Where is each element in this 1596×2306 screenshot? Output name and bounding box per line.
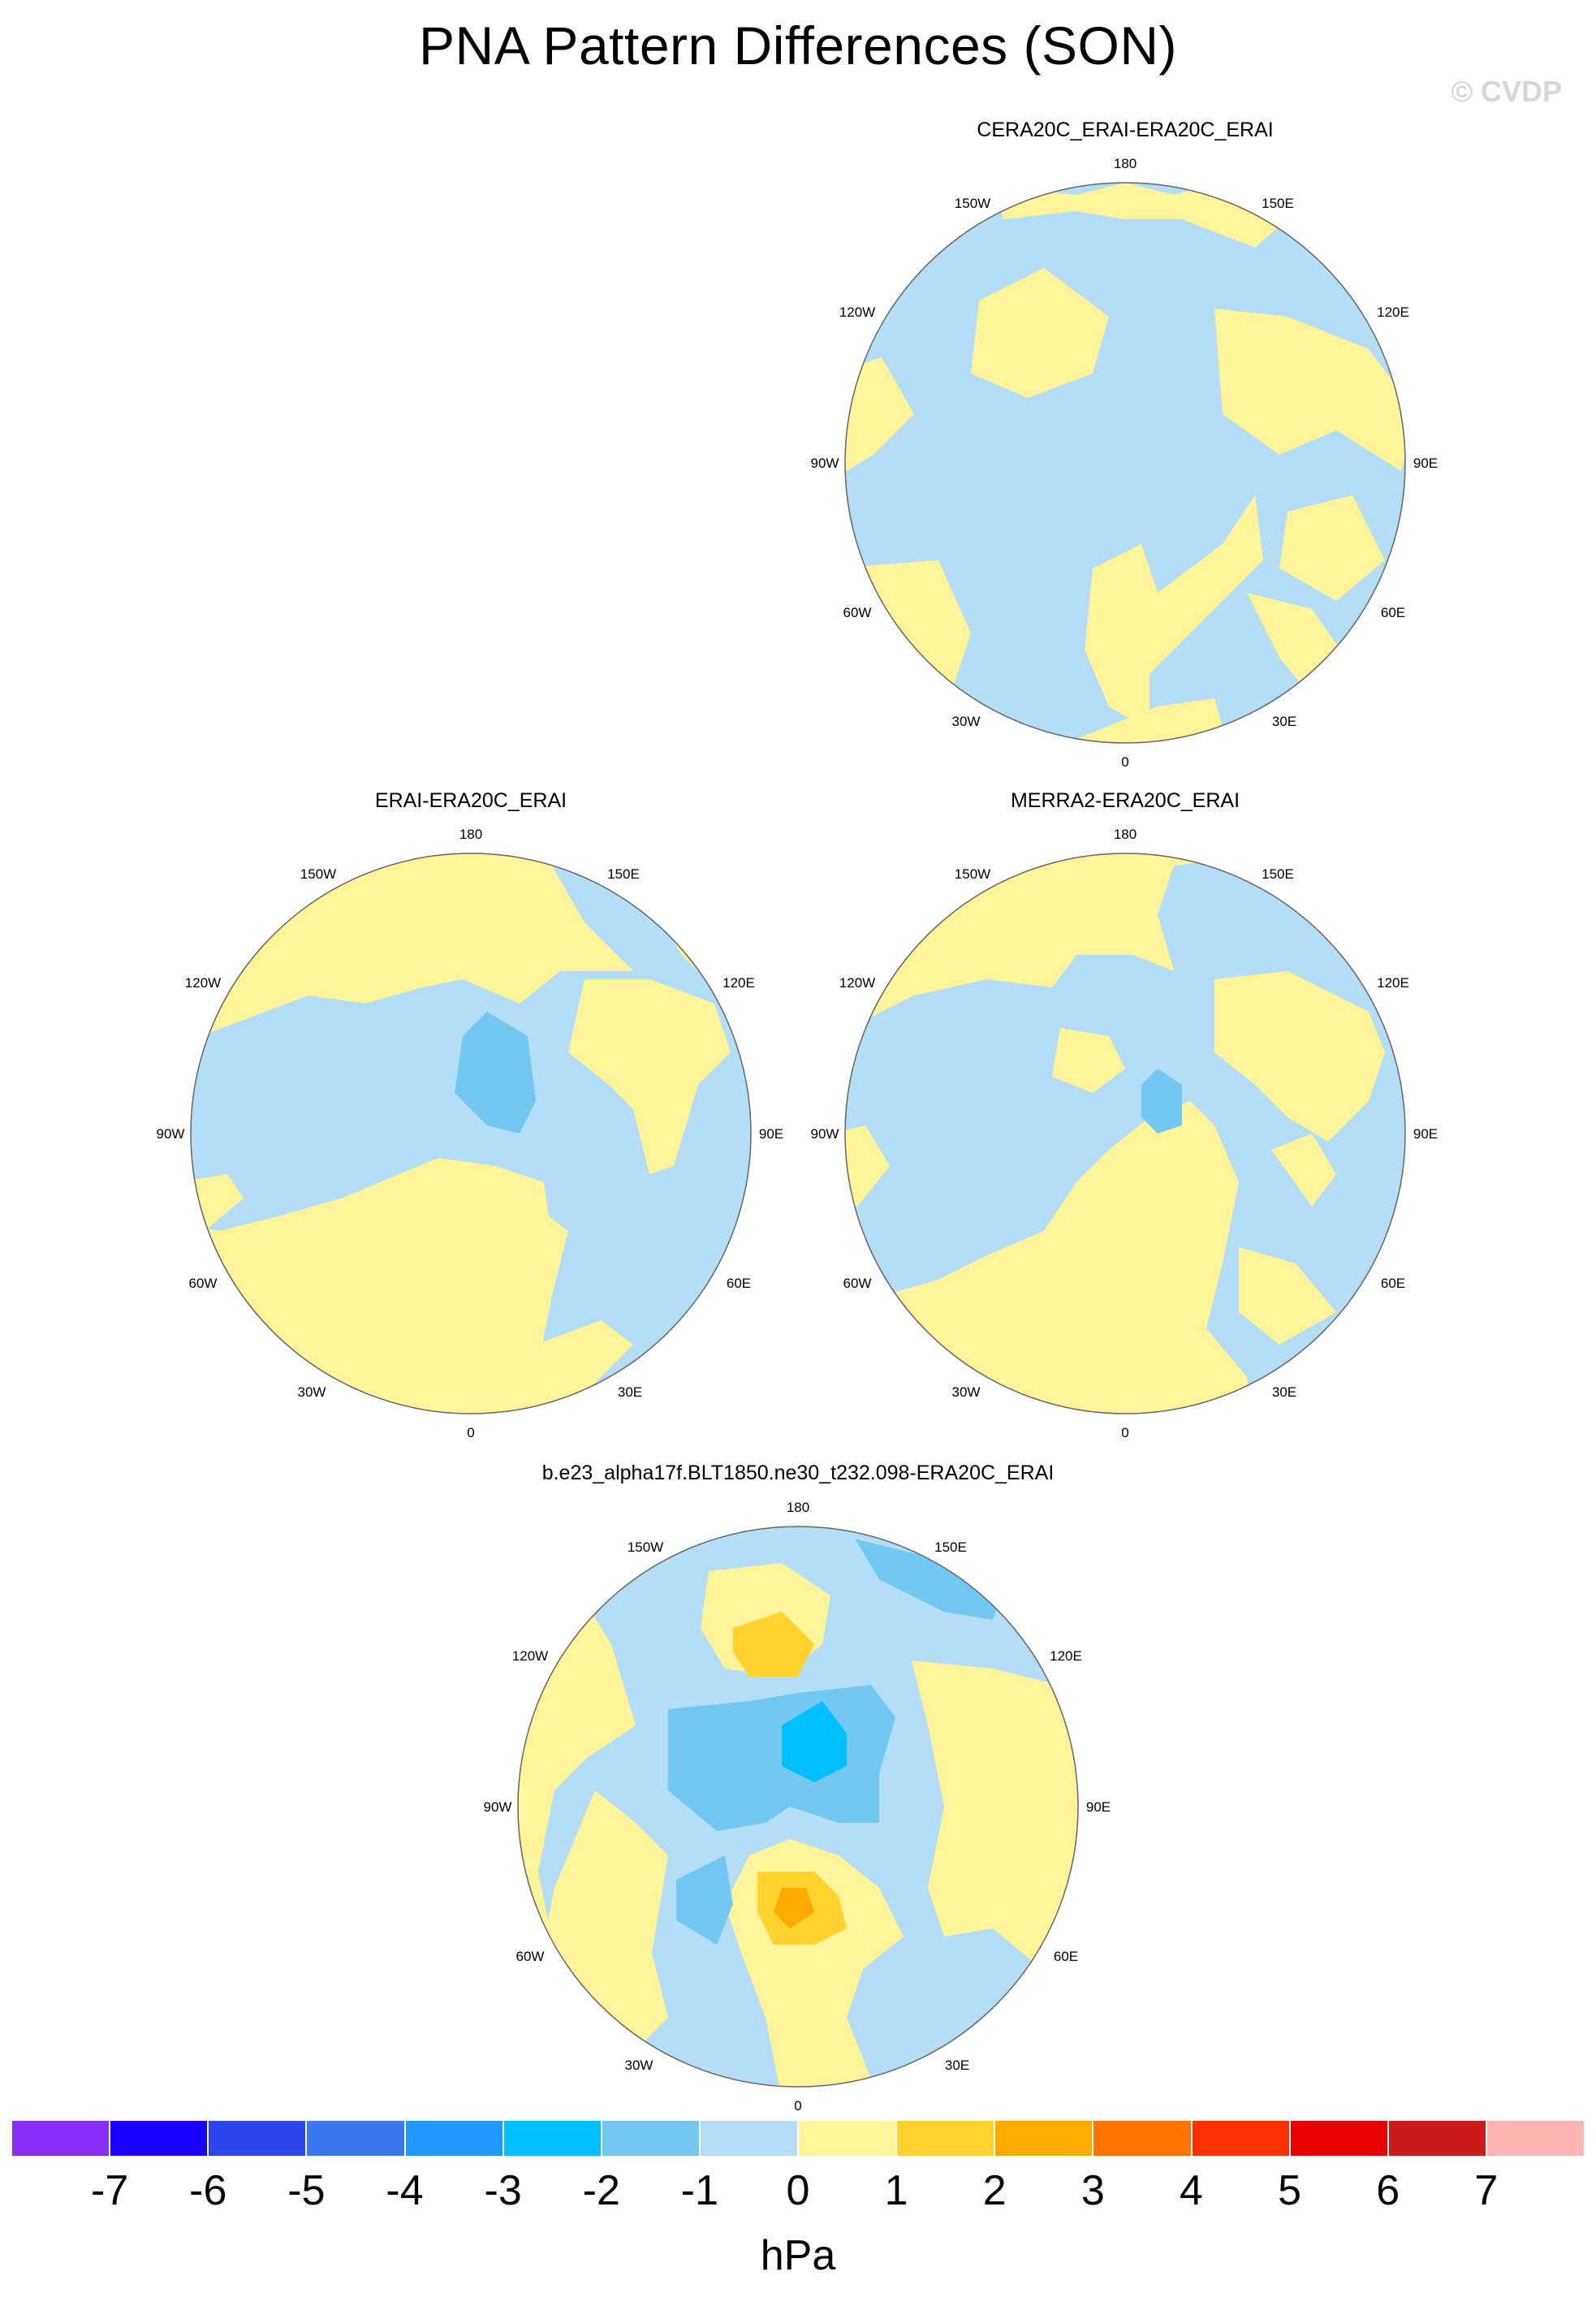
watermark: © CVDP (1451, 75, 1562, 108)
lon-label: 180 (459, 827, 482, 842)
lon-label: 0 (794, 2098, 801, 2114)
lon-label: 60W (516, 1949, 545, 1964)
lon-label: 0 (1121, 1425, 1128, 1440)
lon-label: 30E (618, 1384, 642, 1400)
lon-label: 150E (934, 1539, 967, 1555)
longitude-labels: 180 150E 120E 90E 60E 30E 0 30W 60W 90W … (811, 827, 1439, 1440)
colorbar-swatch (306, 2120, 405, 2157)
longitude-labels: 180 150E 120E 90E 60E 30E 0 30W 60W 90W … (484, 1500, 1111, 2114)
lon-label: 150W (300, 866, 336, 882)
lon-label: 90W (157, 1126, 185, 1142)
lon-label: 120W (839, 975, 875, 991)
colorbar-swatch (208, 2120, 307, 2157)
colorbar-tick-label: -3 (484, 2167, 522, 2214)
colorbar-tick-label: 0 (786, 2167, 810, 2214)
colorbar-tick-label: 4 (1180, 2167, 1203, 2214)
lon-label: 90E (1413, 456, 1438, 471)
colorbar-tick-label: -6 (189, 2167, 227, 2214)
panel-title-model: b.e23_alpha17f.BLT1850.ne30_t232.098-ERA… (541, 1462, 1055, 1484)
lon-label: 30E (1272, 714, 1296, 729)
map-erai: 180 150E 120E 90E 60E 30E 0 30W 60W 90W … (157, 827, 784, 1440)
lon-label: 30E (1272, 1384, 1296, 1400)
longitude-labels: 180 150E 120E 90E 60E 30E 0 30W 60W 90W … (157, 827, 784, 1440)
lon-label: 120E (1377, 975, 1409, 991)
colorbar-swatch (503, 2120, 602, 2157)
colorbar-swatch (1093, 2120, 1192, 2157)
lon-label: 30W (298, 1384, 326, 1400)
colorbar-swatch (404, 2120, 503, 2157)
lon-label: 90W (484, 1799, 512, 1815)
colorbar-tick-label: 7 (1474, 2167, 1499, 2214)
colorbar-tick-label: -1 (680, 2167, 718, 2214)
colorbar-tick-label: 3 (1081, 2167, 1105, 2214)
colorbar-swatch (699, 2120, 798, 2157)
lon-label: 0 (467, 1425, 474, 1440)
colorbar-tick-label: -5 (287, 2167, 326, 2214)
lon-label: 90E (759, 1126, 783, 1142)
lon-label: 60E (1054, 1949, 1078, 1964)
figure-title: PNA Pattern Differences (SON) (419, 15, 1177, 76)
lon-label: 30W (952, 714, 981, 729)
lon-label: 90E (1413, 1126, 1438, 1142)
lon-label: 30W (625, 2058, 653, 2073)
colorbar-tick-label: 6 (1376, 2167, 1400, 2214)
lon-label: 90W (811, 456, 839, 471)
lon-label: 60W (843, 1276, 872, 1291)
colorbar-tick-label: -4 (386, 2167, 424, 2214)
lon-label: 120W (512, 1648, 548, 1664)
lon-label: 150E (1262, 196, 1294, 211)
colorbar-tick-label: -7 (91, 2167, 129, 2214)
lon-label: 60E (727, 1276, 751, 1291)
lon-label: 60W (189, 1276, 218, 1291)
colorbar-swatch (1191, 2120, 1290, 2157)
lon-label: 90W (811, 1126, 839, 1142)
lon-label: 180 (1114, 156, 1137, 171)
colorbar-swatch (896, 2120, 995, 2157)
lon-label: 180 (1114, 827, 1137, 842)
lon-label: 150W (628, 1539, 663, 1555)
lon-label: 150W (955, 866, 990, 882)
panel-title-merra2: MERRA2-ERA20C_ERAI (1010, 789, 1240, 812)
lon-label: 120W (839, 304, 875, 320)
map-cera20c: 180 150E 120E 90E 60E 30E 0 30W 60W 90W … (811, 156, 1439, 770)
colorbar-units: hPa (760, 2232, 836, 2279)
lon-label: 120E (1050, 1648, 1082, 1664)
lon-label: 120E (723, 975, 755, 991)
colorbar-tick-label: 2 (982, 2167, 1007, 2214)
colorbar-tick-label: 1 (884, 2167, 908, 2214)
colorbar-swatch (110, 2120, 209, 2157)
lon-label: 150E (607, 866, 640, 882)
panel-title-erai: ERAI-ERA20C_ERAI (374, 789, 567, 812)
colorbar-swatch (798, 2120, 897, 2157)
lon-label: 90E (1086, 1799, 1111, 1815)
lon-label: 30W (952, 1384, 981, 1400)
lon-label: 60W (843, 605, 872, 620)
colorbar-swatch (994, 2120, 1093, 2157)
colorbar-swatch (1387, 2120, 1486, 2157)
colorbar-tick-label: -2 (582, 2167, 620, 2214)
lon-label: 60E (1381, 1276, 1405, 1291)
lon-label: 150E (1262, 866, 1294, 882)
lon-label: 120E (1377, 304, 1409, 320)
lon-label: 0 (1121, 754, 1128, 770)
colorbar (11, 2120, 1585, 2158)
colorbar-swatch (601, 2120, 700, 2157)
colorbar-swatch (11, 2120, 110, 2157)
map-model: 180 150E 120E 90E 60E 30E 0 30W 60W 90W … (484, 1500, 1111, 2114)
longitude-labels: 180 150E 120E 90E 60E 30E 0 30W 60W 90W … (811, 156, 1439, 770)
lon-label: 30E (945, 2058, 969, 2073)
colorbar-tick-label: 5 (1278, 2167, 1302, 2214)
lon-label: 180 (787, 1500, 809, 1515)
colorbar-swatch (1486, 2120, 1585, 2157)
colorbar-swatch (1289, 2120, 1388, 2157)
lon-label: 60E (1381, 605, 1405, 620)
lon-label: 150W (955, 196, 990, 211)
panel-title-cera20c: CERA20C_ERAI-ERA20C_ERAI (977, 119, 1274, 141)
lon-label: 120W (185, 975, 221, 991)
map-merra2: 180 150E 120E 90E 60E 30E 0 30W 60W 90W … (811, 827, 1439, 1440)
